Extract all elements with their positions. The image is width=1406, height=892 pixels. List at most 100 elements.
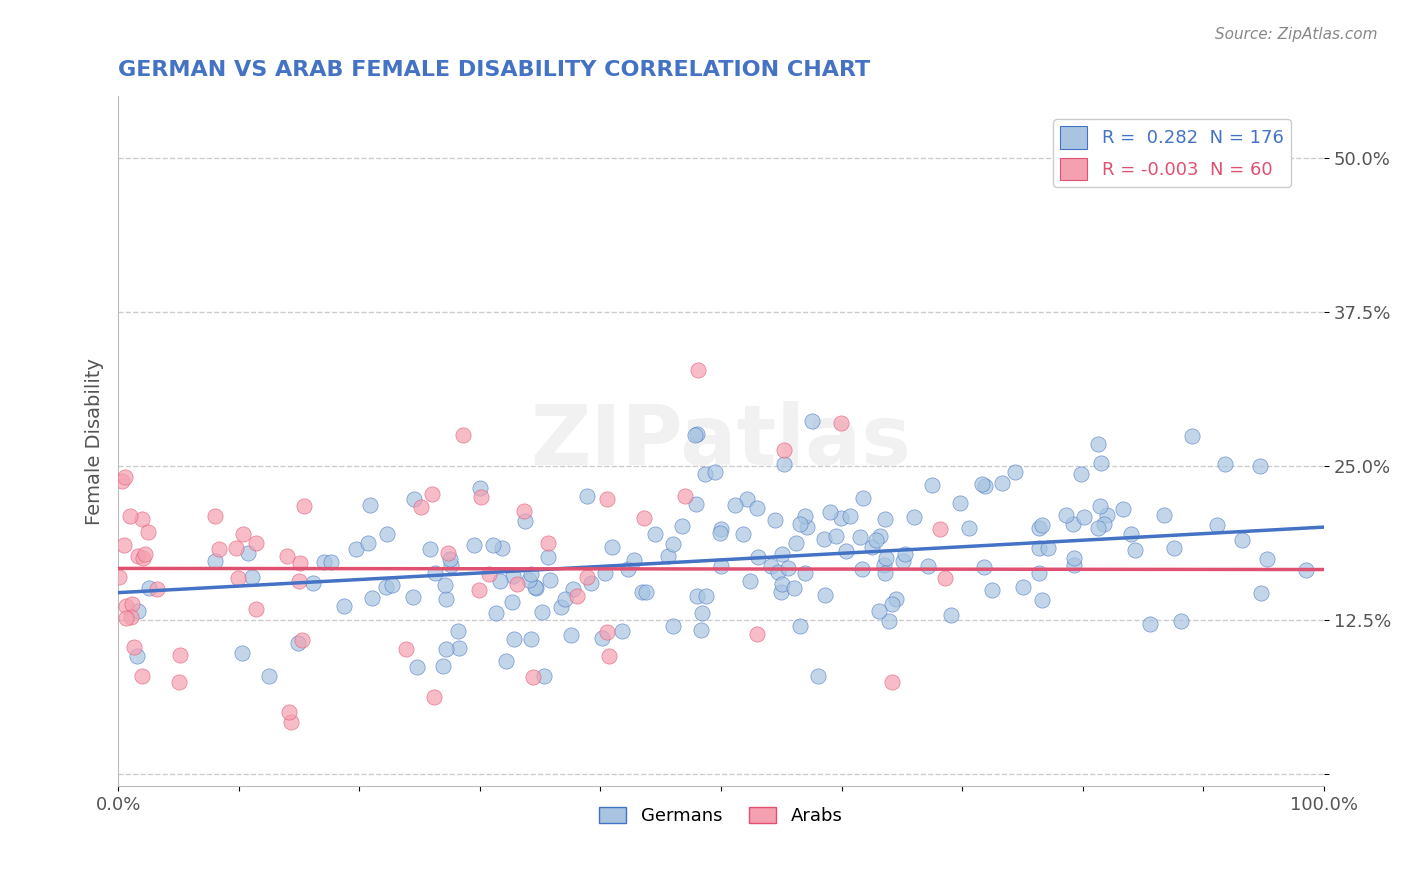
Point	[1206, 517, 1229, 532]
Point	[470, 490, 492, 504]
Point	[1230, 533, 1253, 548]
Point	[745, 500, 768, 515]
Point	[501, 595, 523, 609]
Point	[644, 526, 666, 541]
Point	[482, 538, 505, 552]
Text: Source: ZipAtlas.com: Source: ZipAtlas.com	[1215, 27, 1378, 42]
Point	[478, 567, 501, 582]
Point	[533, 668, 555, 682]
Point	[731, 527, 754, 541]
Point	[292, 499, 315, 513]
Point	[778, 561, 800, 575]
Point	[686, 589, 709, 603]
Point	[770, 548, 793, 562]
Point	[114, 611, 136, 625]
Point	[1250, 586, 1272, 600]
Point	[772, 577, 794, 591]
Point	[763, 512, 786, 526]
Point	[868, 604, 890, 618]
Point	[495, 654, 517, 668]
Point	[880, 674, 903, 689]
Point	[1249, 458, 1271, 473]
Point	[738, 574, 761, 589]
Point	[225, 541, 247, 556]
Point	[1031, 593, 1053, 607]
Point	[1119, 527, 1142, 541]
Point	[991, 475, 1014, 490]
Point	[122, 640, 145, 654]
Point	[419, 542, 441, 557]
Point	[425, 566, 447, 580]
Point	[538, 574, 561, 588]
Point	[127, 648, 149, 663]
Point	[259, 668, 281, 682]
Point	[134, 547, 156, 561]
Point	[245, 536, 267, 550]
Point	[690, 623, 713, 637]
Point	[657, 549, 679, 563]
Point	[530, 606, 553, 620]
Point	[610, 624, 633, 638]
Point	[1139, 617, 1161, 632]
Point	[789, 619, 811, 633]
Point	[579, 575, 602, 590]
Point	[359, 498, 381, 512]
Point	[276, 549, 298, 563]
Point	[1295, 563, 1317, 577]
Point	[520, 566, 543, 581]
Point	[208, 541, 231, 556]
Text: GERMAN VS ARAB FEMALE DISABILITY CORRELATION CHART: GERMAN VS ARAB FEMALE DISABILITY CORRELA…	[118, 60, 870, 79]
Point	[934, 571, 956, 585]
Point	[1087, 437, 1109, 451]
Point	[434, 641, 457, 656]
Point	[238, 546, 260, 560]
Point	[138, 582, 160, 596]
Point	[1031, 517, 1053, 532]
Point	[631, 585, 654, 599]
Point	[118, 508, 141, 523]
Point	[807, 668, 830, 682]
Point	[877, 615, 900, 629]
Point	[686, 426, 709, 441]
Point	[114, 470, 136, 484]
Point	[839, 509, 862, 524]
Point	[929, 522, 952, 536]
Point	[695, 589, 717, 603]
Point	[146, 582, 169, 596]
Point	[1163, 541, 1185, 555]
Point	[1028, 521, 1050, 535]
Point	[636, 585, 658, 599]
Point	[280, 714, 302, 729]
Point	[402, 591, 425, 605]
Point	[420, 487, 443, 501]
Point	[321, 555, 343, 569]
Point	[344, 542, 367, 557]
Point	[873, 558, 896, 573]
Point	[865, 533, 887, 548]
Point	[875, 566, 897, 580]
Point	[491, 541, 513, 555]
Point	[131, 551, 153, 566]
Point	[973, 559, 995, 574]
Point	[801, 414, 824, 428]
Point	[506, 577, 529, 591]
Point	[127, 549, 149, 564]
Point	[1004, 465, 1026, 479]
Point	[814, 588, 837, 602]
Point	[1063, 558, 1085, 573]
Point	[1090, 456, 1112, 470]
Point	[302, 575, 325, 590]
Point	[204, 554, 226, 568]
Point	[169, 648, 191, 662]
Point	[766, 565, 789, 579]
Point	[683, 427, 706, 442]
Legend: Germans, Arabs: Germans, Arabs	[592, 800, 851, 832]
Point	[894, 548, 917, 562]
Point	[485, 606, 508, 620]
Point	[240, 570, 263, 584]
Point	[277, 706, 299, 720]
Point	[1028, 566, 1050, 581]
Point	[1092, 517, 1115, 532]
Point	[115, 599, 138, 614]
Point	[772, 443, 794, 458]
